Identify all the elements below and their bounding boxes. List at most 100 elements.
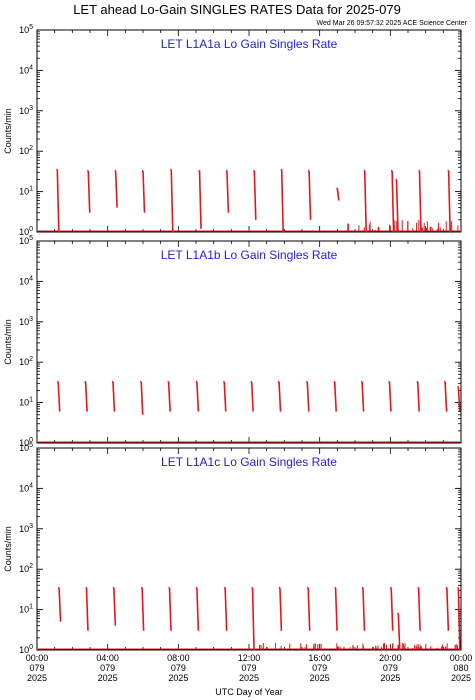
rate-spike xyxy=(224,587,228,631)
x-tick-time-label: 20:00 xyxy=(379,653,402,663)
x-tick-year-label: 2025 xyxy=(98,673,118,683)
y-tick-base: 10 xyxy=(19,443,29,453)
x-tick-doy-label: 079 xyxy=(171,663,186,673)
panel-title: LET L1A1b Lo Gain Singles Rate xyxy=(161,248,338,262)
x-tick-year-label: 2025 xyxy=(380,673,400,683)
rate-spike xyxy=(308,170,312,220)
rate-spike xyxy=(140,381,144,415)
rate-spike xyxy=(196,381,200,412)
rate-spike xyxy=(167,381,171,412)
y-tick-exponent: 5 xyxy=(29,24,33,31)
y-tick-label: 104 xyxy=(19,275,33,286)
y-tick-label: 103 xyxy=(19,523,33,534)
y-tick-base: 10 xyxy=(19,438,29,448)
rate-spike xyxy=(395,179,399,233)
y-tick-exponent: 1 xyxy=(29,604,33,611)
rate-spike xyxy=(417,587,421,631)
y-tick-base: 10 xyxy=(19,187,29,197)
y-tick-label: 102 xyxy=(19,145,33,156)
y-tick-exponent: 0 xyxy=(29,226,33,233)
rate-spike xyxy=(397,613,401,651)
y-tick-base: 10 xyxy=(19,645,29,655)
x-tick-doy-label: 079 xyxy=(383,663,398,673)
y-tick-exponent: 0 xyxy=(29,644,33,651)
rate-spike xyxy=(334,587,338,631)
rate-spike xyxy=(142,170,146,213)
x-tick-time-label: 00:00 xyxy=(26,653,49,663)
x-axis-label: UTC Day of Year xyxy=(215,687,283,697)
rate-spike xyxy=(251,587,255,651)
rate-spike xyxy=(223,381,227,412)
y-tick-label: 100 xyxy=(19,644,33,655)
y-tick-label: 104 xyxy=(19,482,33,493)
y-tick-exponent: 5 xyxy=(29,235,33,242)
y-tick-base: 10 xyxy=(19,483,29,493)
figure-title: LET ahead Lo-Gain SINGLES RATES Data for… xyxy=(73,2,401,17)
x-tick-doy-label: 079 xyxy=(241,663,256,673)
rate-spike xyxy=(112,381,116,412)
y-tick-exponent: 2 xyxy=(29,145,33,152)
rate-spike xyxy=(363,170,368,233)
y-tick-exponent: 1 xyxy=(29,186,33,193)
rate-spike xyxy=(418,170,422,233)
rate-spike xyxy=(336,188,340,201)
rate-spike xyxy=(457,587,461,651)
y-tick-label: 101 xyxy=(19,397,33,408)
rate-spike xyxy=(416,381,421,412)
rate-spike xyxy=(361,381,365,412)
rate-spike xyxy=(362,587,366,631)
x-tick-year-label: 2025 xyxy=(168,673,188,683)
rate-spike xyxy=(447,170,451,233)
panel-title: LET L1A1a Lo Gain Singles Rate xyxy=(161,37,338,51)
y-tick-base: 10 xyxy=(19,564,29,574)
x-tick-year-label: 2025 xyxy=(27,673,47,683)
y-tick-exponent: 2 xyxy=(29,563,33,570)
y-tick-label: 101 xyxy=(19,604,33,615)
x-tick-doy-label: 079 xyxy=(29,663,44,673)
rate-spike xyxy=(84,381,88,412)
y-tick-label: 102 xyxy=(19,563,33,574)
y-axis-label: Counts/min xyxy=(3,108,13,154)
rate-spike xyxy=(113,587,117,626)
y-tick-label: 101 xyxy=(19,186,33,197)
generation-timestamp: Wed Mar 26 09:57:32 2025 ACE Science Cen… xyxy=(317,20,468,27)
x-tick-year-label: 2025 xyxy=(451,673,471,683)
y-tick-exponent: 3 xyxy=(29,523,33,530)
x-tick-doy-label: 080 xyxy=(453,663,468,673)
y-tick-exponent: 4 xyxy=(29,64,33,71)
plot-frame xyxy=(36,447,462,651)
y-tick-base: 10 xyxy=(19,605,29,615)
x-tick-time-label: 08:00 xyxy=(167,653,190,663)
y-tick-label: 103 xyxy=(19,316,33,327)
y-tick-label: 105 xyxy=(19,235,33,246)
x-tick-doy-label: 079 xyxy=(100,663,115,673)
y-tick-base: 10 xyxy=(19,106,29,116)
y-tick-base: 10 xyxy=(19,146,29,156)
x-tick-year-label: 2025 xyxy=(310,673,330,683)
y-tick-base: 10 xyxy=(19,398,29,408)
rate-spike xyxy=(307,587,311,631)
y-tick-label: 105 xyxy=(19,442,33,453)
y-tick-label: 103 xyxy=(19,105,33,116)
y-tick-base: 10 xyxy=(19,524,29,534)
y-tick-exponent: 1 xyxy=(29,397,33,404)
y-tick-exponent: 3 xyxy=(29,105,33,112)
rate-spike xyxy=(278,381,282,412)
panel-title: LET L1A1c Lo Gain Singles Rate xyxy=(161,455,337,469)
rate-spike xyxy=(390,587,394,631)
rate-spike xyxy=(306,381,310,412)
x-tick-time-label: 16:00 xyxy=(308,653,331,663)
rate-spike xyxy=(170,169,174,233)
rate-spike xyxy=(279,587,283,631)
plot-frame xyxy=(36,240,462,444)
rate-spike xyxy=(333,381,337,412)
y-tick-base: 10 xyxy=(19,25,29,35)
y-tick-exponent: 2 xyxy=(29,356,33,363)
y-tick-label: 105 xyxy=(19,24,33,35)
y-tick-label: 100 xyxy=(19,437,33,448)
rate-spike xyxy=(114,170,118,208)
